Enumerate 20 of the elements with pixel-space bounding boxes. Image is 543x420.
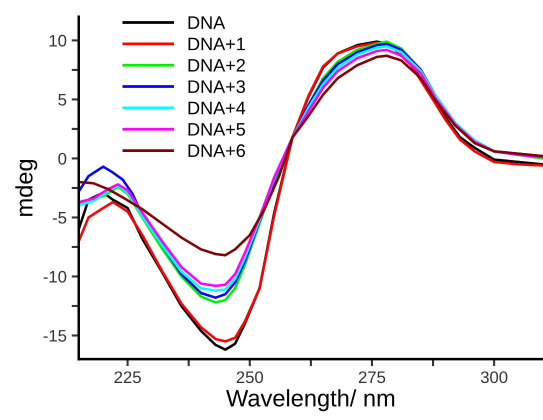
y-axis-title: mdeg: [15, 160, 38, 216]
legend-label: DNA+1: [188, 38, 245, 50]
y-tick-label: 10: [50, 34, 66, 47]
line-series: [78, 54, 543, 256]
x-axis-title: Wavelength/ nm: [226, 389, 394, 412]
legend-label: DNA+2: [188, 58, 245, 72]
legend-label: DNA+3: [188, 80, 245, 94]
x-tick-label: 250: [236, 371, 264, 384]
y-tick-label: -15: [44, 330, 66, 342]
x-tick-label: 225: [114, 371, 141, 384]
x-tick-label: 300: [480, 371, 508, 384]
y-tick-label: 0: [58, 152, 66, 165]
y-tick-label: -10: [44, 270, 66, 283]
x-tick-label: 275: [358, 371, 386, 384]
legend-label: DNA+6: [188, 144, 245, 158]
y-tick-label: 5: [58, 94, 66, 106]
legend-label: DNA+4: [188, 102, 246, 114]
legend-label: DNA: [188, 16, 226, 29]
y-tick-label: -5: [52, 212, 66, 224]
legend-label: DNA+5: [188, 123, 246, 136]
